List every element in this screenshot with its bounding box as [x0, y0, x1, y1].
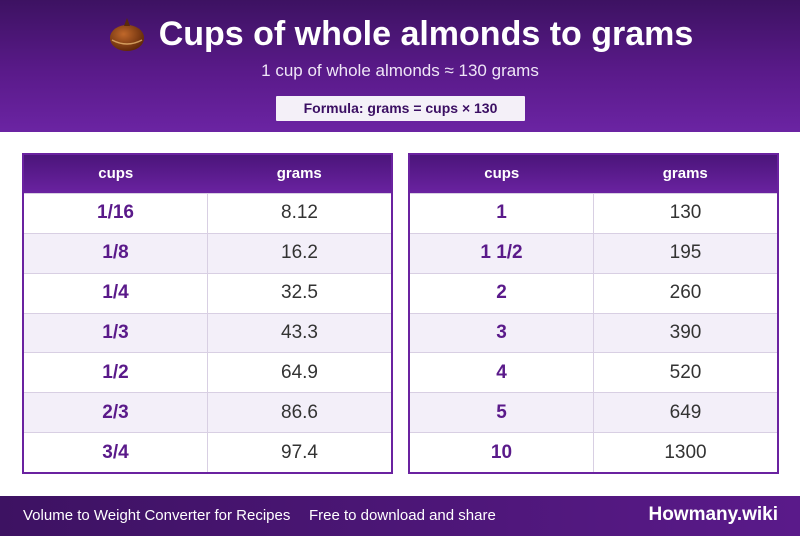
- cups-cell: 10: [410, 433, 594, 472]
- grams-cell: 130: [669, 202, 702, 224]
- footer-converter-text: Volume to Weight Converter for Recipes: [23, 507, 291, 524]
- table-row: 1/8 16.2: [24, 232, 391, 273]
- cups-cell: 5: [410, 393, 594, 433]
- column-header-cups: cups: [484, 165, 520, 183]
- column-header-cups: cups: [98, 165, 134, 183]
- table-row: 1/4 32.5: [24, 272, 391, 313]
- cups-cell: 1/16: [24, 193, 208, 233]
- page-title: Cups of whole almonds to grams: [158, 14, 694, 53]
- table-row: 2 260: [410, 272, 777, 313]
- grams-cell: 1300: [664, 441, 707, 463]
- cups-cell: 1: [410, 193, 594, 233]
- table-row: 1/16 8.12: [24, 192, 391, 233]
- table-header: cups grams: [410, 155, 777, 193]
- table-row: 1/2 64.9: [24, 352, 391, 393]
- grams-cell: 649: [669, 401, 702, 423]
- grams-cell: 195: [669, 242, 702, 264]
- cups-cell: 1 1/2: [410, 233, 594, 273]
- grams-cell: 43.3: [281, 321, 318, 343]
- page-subtitle: 1 cup of whole almonds ≈ 130 grams: [261, 61, 539, 80]
- cups-cell: 2: [410, 273, 594, 313]
- column-header-grams: grams: [662, 165, 708, 183]
- grams-cell: 390: [669, 321, 702, 343]
- table-row: 1/3 43.3: [24, 312, 391, 353]
- grams-cell: 32.5: [281, 282, 318, 304]
- cups-cell: 1/3: [24, 313, 208, 353]
- cups-cell: 1/8: [24, 233, 208, 273]
- table-row: 5 649: [410, 392, 777, 433]
- conversion-table-right: cups grams 1 130 1 1/2 195 2 260 3 390 4…: [408, 153, 779, 474]
- grams-cell: 8.12: [281, 202, 318, 224]
- cups-cell: 3: [410, 313, 594, 353]
- cups-cell: 2/3: [24, 393, 208, 433]
- column-header-grams: grams: [276, 165, 322, 183]
- table-row: 1 130: [410, 192, 777, 233]
- header: Cups of whole almonds to grams 1 cup of …: [0, 0, 800, 132]
- title-row: Cups of whole almonds to grams: [0, 14, 800, 54]
- cups-cell: 1/4: [24, 273, 208, 313]
- grams-cell: 520: [669, 361, 702, 383]
- table-row: 10 1300: [410, 432, 777, 472]
- conversion-table-left: cups grams 1/16 8.12 1/8 16.2 1/4 32.5 1…: [22, 153, 393, 474]
- brand-logo-text[interactable]: Howmany.wiki: [648, 504, 778, 525]
- grams-cell: 260: [669, 282, 702, 304]
- footer-share-text: Free to download and share: [309, 507, 496, 524]
- grams-cell: 16.2: [281, 242, 318, 264]
- table-row: 4 520: [410, 352, 777, 393]
- table-header: cups grams: [24, 155, 391, 193]
- formula-badge: Formula: grams = cups × 130: [276, 96, 525, 121]
- table-row: 3/4 97.4: [24, 432, 391, 472]
- table-row: 1 1/2 195: [410, 232, 777, 273]
- cups-cell: 4: [410, 353, 594, 393]
- table-row: 2/3 86.6: [24, 392, 391, 433]
- cups-cell: 1/2: [24, 353, 208, 393]
- grams-cell: 86.6: [281, 401, 318, 423]
- table-row: 3 390: [410, 312, 777, 353]
- footer: Volume to Weight Converter for Recipes F…: [0, 496, 800, 536]
- grams-cell: 64.9: [281, 361, 318, 383]
- grams-cell: 97.4: [281, 441, 318, 463]
- cups-cell: 3/4: [24, 433, 208, 472]
- almond-icon: [107, 14, 147, 54]
